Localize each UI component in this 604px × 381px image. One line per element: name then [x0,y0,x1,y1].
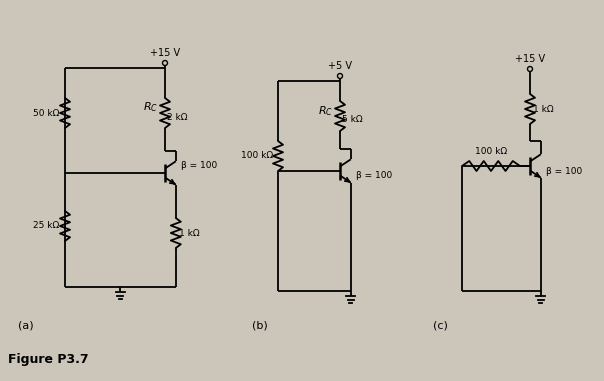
Text: β = 100: β = 100 [356,171,392,181]
Text: 5 kΩ: 5 kΩ [342,115,362,125]
Text: 50 kΩ: 50 kΩ [33,109,59,117]
Text: 100 kΩ: 100 kΩ [241,152,273,160]
Text: $R_C$: $R_C$ [318,104,333,118]
Text: (c): (c) [433,321,448,331]
Text: β = 100: β = 100 [181,160,217,170]
Text: (a): (a) [18,321,34,331]
Text: 1 kΩ: 1 kΩ [533,104,554,114]
Text: β = 100: β = 100 [546,166,582,176]
Text: +5 V: +5 V [328,61,352,71]
Text: 1 kΩ: 1 kΩ [179,229,199,237]
Text: Figure P3.7: Figure P3.7 [8,352,89,365]
Text: +15 V: +15 V [150,48,180,58]
Text: 100 kΩ: 100 kΩ [475,147,507,156]
Text: 2 kΩ: 2 kΩ [167,112,187,122]
Text: $R_C$: $R_C$ [143,100,158,114]
Text: (b): (b) [252,321,268,331]
Text: 25 kΩ: 25 kΩ [33,221,59,231]
Text: +15 V: +15 V [515,54,545,64]
